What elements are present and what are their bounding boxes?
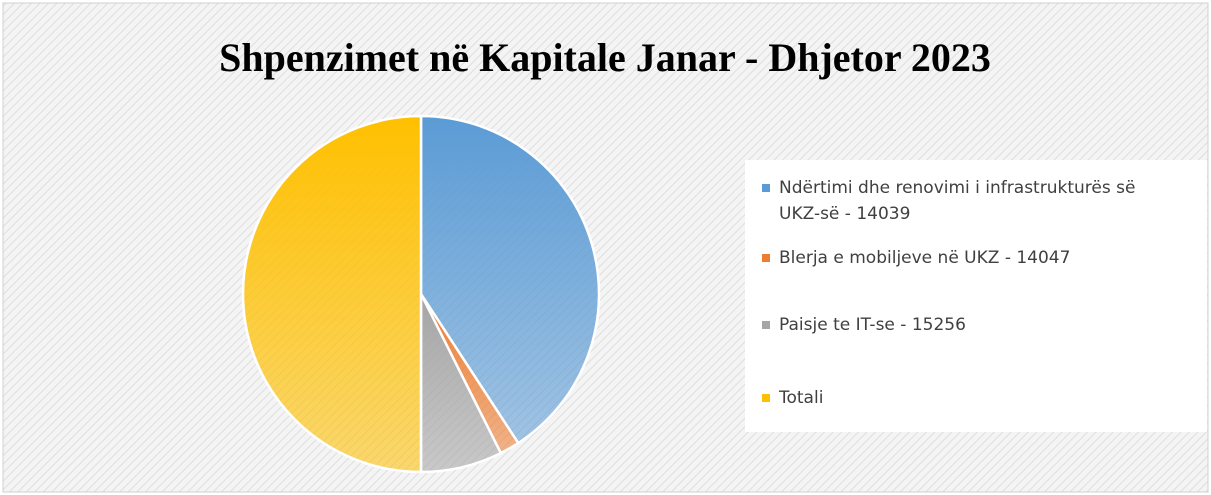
legend-label: Blerja e mobiljeve në UKZ - 14047 [779,248,1070,268]
legend-label: Totali [778,388,823,408]
legend-swatch [762,254,770,262]
legend-swatch [762,184,770,192]
legend-swatch [762,321,770,329]
chart-title: Shpenzimet në Kapitale Janar - Dhjetor 2… [219,35,991,80]
legend-swatch [762,394,770,402]
pie-slice [241,114,423,474]
legend-label: Paisje te IT-se - 15256 [779,315,966,335]
legend-label: Ndërtimi dhe renovimi i infrastrukturës … [779,178,1135,224]
legend-box [745,160,1207,432]
